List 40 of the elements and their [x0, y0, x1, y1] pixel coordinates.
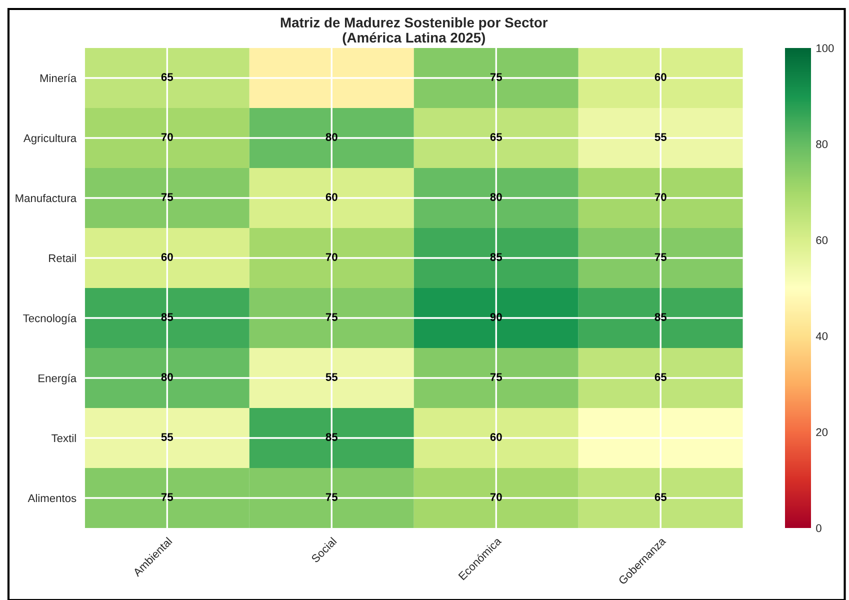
- color-bar-label: 20: [816, 428, 828, 436]
- y-tick-label: Textil: [52, 434, 76, 442]
- y-tick-label: Retail: [49, 254, 76, 262]
- data-label: 60: [326, 193, 338, 201]
- data-label: 65: [490, 133, 502, 141]
- y-tick-label: Energía: [38, 374, 77, 384]
- data-label: 70: [161, 133, 173, 141]
- color-bar-label: 80: [816, 140, 828, 148]
- y-tick-label: Alimentos: [28, 494, 76, 502]
- color-bar-label: 100: [816, 44, 834, 52]
- y-tick-label: Manufactura: [16, 194, 77, 202]
- data-label: 80: [326, 133, 338, 141]
- data-label: 55: [161, 433, 174, 441]
- data-label: 60: [161, 253, 173, 261]
- data-label: 65: [161, 73, 174, 81]
- data-label: 80: [161, 373, 173, 381]
- data-label: 60: [490, 433, 502, 441]
- data-label: 70: [654, 193, 666, 201]
- data-label: 75: [326, 493, 338, 501]
- data-label: 70: [490, 493, 502, 501]
- data-label: 75: [654, 253, 666, 261]
- data-label: 65: [654, 493, 666, 501]
- data-label: 80: [490, 193, 502, 201]
- data-label: 75: [490, 73, 502, 81]
- data-label: 75: [161, 193, 174, 201]
- data-label: 60: [654, 73, 666, 81]
- y-tick-label: Agricultura: [23, 134, 77, 144]
- data-label: 55: [326, 373, 338, 381]
- data-label: 75: [490, 373, 502, 381]
- y-tick-label: Tecnología: [23, 314, 77, 324]
- color-bar-label: 0: [816, 524, 822, 532]
- data-label: 55: [654, 133, 666, 141]
- y-tick-label: Minería: [40, 74, 77, 82]
- data-label: 65: [654, 373, 666, 381]
- chart-title: Matriz de Madurez Sostenible por Sector (América Latina 2025): [280, 17, 548, 46]
- data-label: 75: [326, 313, 338, 321]
- data-label: 70: [326, 253, 338, 261]
- color-bar-label: 40: [816, 332, 828, 340]
- data-label: 75: [161, 493, 174, 501]
- color-bar-label: 60: [816, 236, 828, 244]
